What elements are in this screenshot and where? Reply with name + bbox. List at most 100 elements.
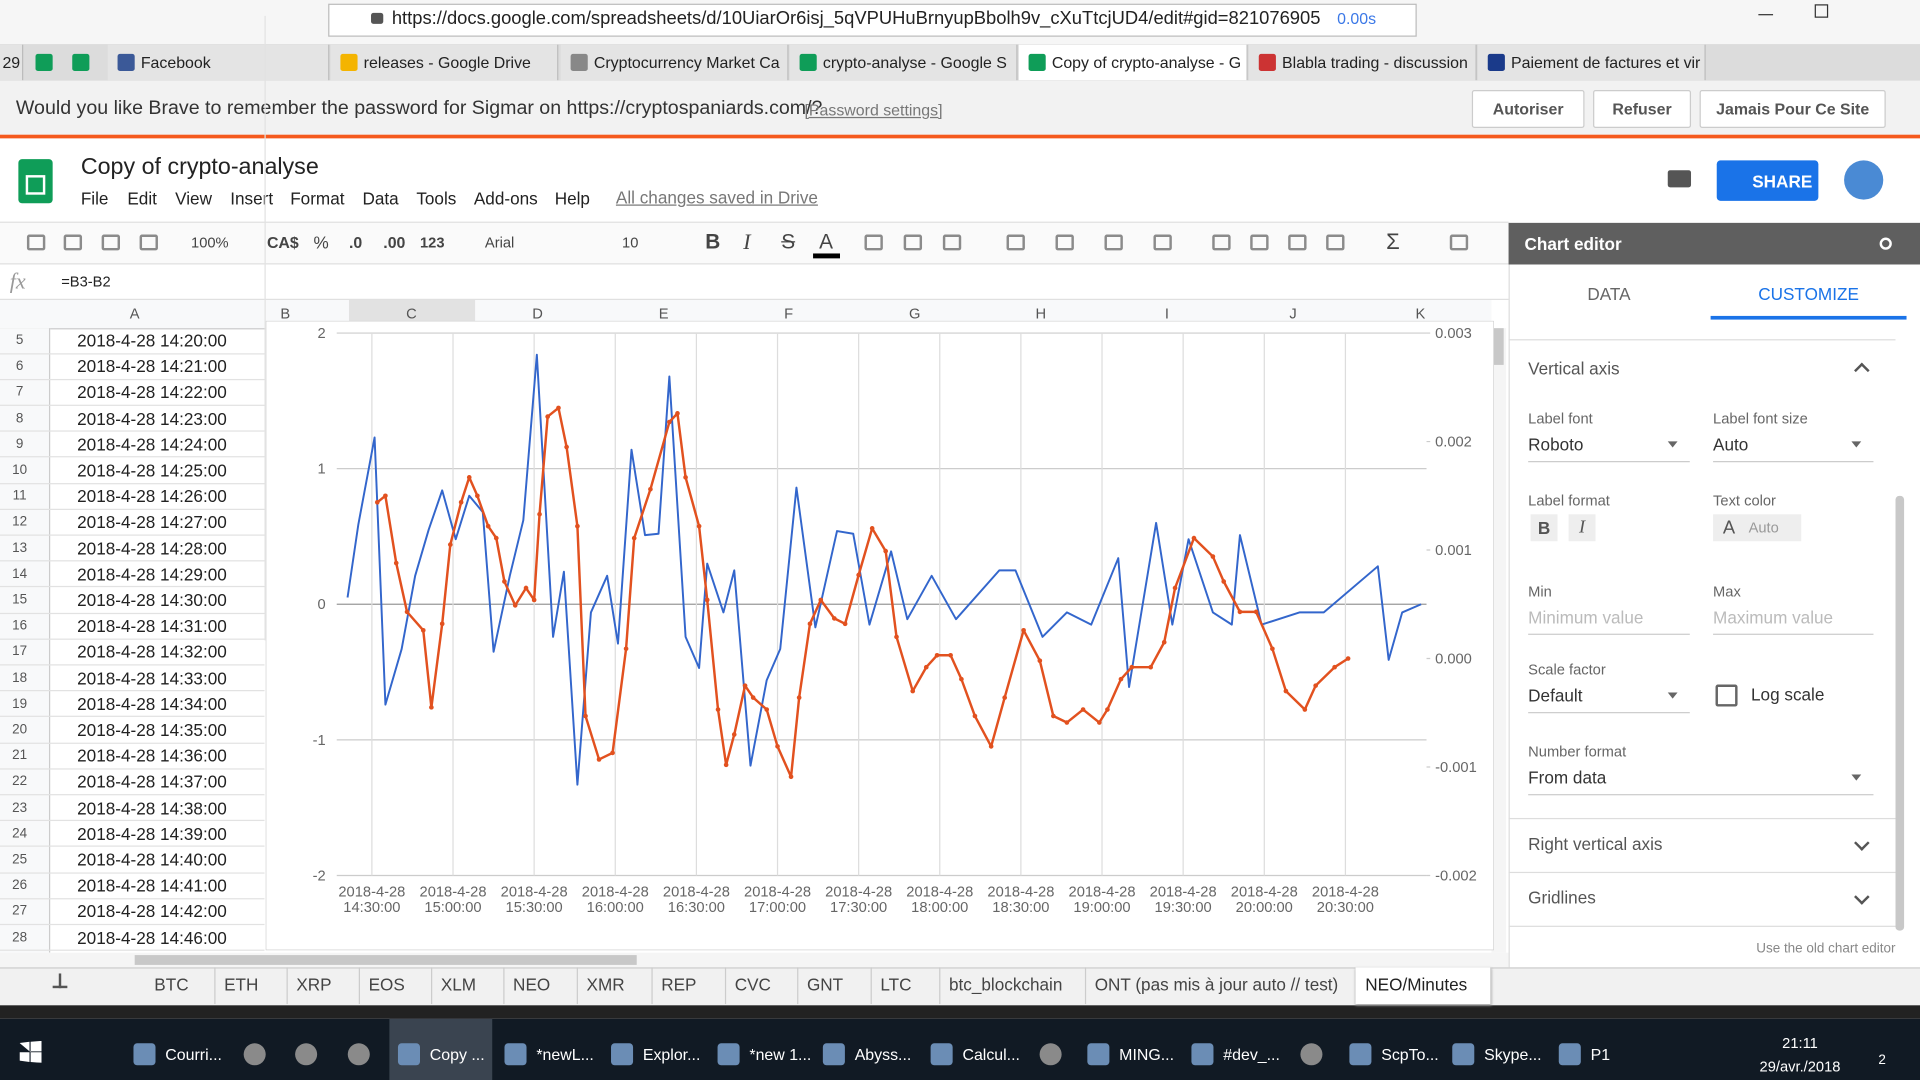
taskbar-icon[interactable] <box>717 1043 740 1066</box>
section-title[interactable]: Right vertical axis <box>1528 833 1663 854</box>
taskbar-icon[interactable] <box>1452 1043 1475 1066</box>
toolbar-icon[interactable] <box>1212 234 1231 251</box>
cell[interactable]: 2018-4-28 14:35:00 <box>77 720 227 740</box>
cell[interactable]: 2018-4-28 14:41:00 <box>77 875 227 896</box>
taskbar-icon[interactable] <box>504 1043 527 1066</box>
cell[interactable]: 2018-4-28 14:37:00 <box>77 771 227 792</box>
url-box[interactable] <box>328 3 1417 37</box>
row-number[interactable]: 23 <box>12 800 28 816</box>
taskbar-app[interactable]: Skype... <box>1484 1045 1542 1064</box>
sheet-tab-bg[interactable] <box>939 967 1087 1005</box>
sheet-tab-bg[interactable] <box>797 967 872 1005</box>
toolbar-strikethrough[interactable]: S <box>781 230 796 254</box>
row-number[interactable]: 17 <box>12 644 28 660</box>
column-header[interactable]: E <box>658 304 669 323</box>
row-number[interactable]: 8 <box>15 410 24 426</box>
cell[interactable]: 2018-4-28 14:40:00 <box>77 849 227 870</box>
tab-title[interactable]: crypto-analyse - Google S <box>822 53 1007 72</box>
row-number[interactable]: 6 <box>15 359 24 374</box>
column-header[interactable]: H <box>1035 304 1047 323</box>
tab-title[interactable]: releases - Google Drive <box>363 53 531 72</box>
row-number[interactable]: 18 <box>12 670 28 686</box>
toolbar-bold[interactable]: B <box>705 230 721 254</box>
add-sheet[interactable] <box>58 973 62 989</box>
menu-item[interactable]: Help <box>554 188 590 209</box>
field-placeholder[interactable]: Minimum value <box>1528 607 1644 627</box>
section-title[interactable]: Vertical axis <box>1528 358 1620 379</box>
sheet-tab[interactable]: ONT (pas mis à jour auto // test) <box>1094 974 1339 995</box>
row-number[interactable]: 11 <box>12 488 27 504</box>
cell[interactable]: 2018-4-28 14:34:00 <box>77 694 227 714</box>
cell[interactable]: 2018-4-28 14:42:00 <box>77 901 227 922</box>
password-button[interactable]: Autoriser <box>1471 90 1585 128</box>
menu-item[interactable]: Format <box>290 188 345 209</box>
dropdown-arrow[interactable] <box>1851 774 1862 781</box>
column-header[interactable]: J <box>1289 304 1297 323</box>
row-number[interactable]: 22 <box>12 774 28 790</box>
taskbar-app[interactable]: *newL... <box>536 1045 594 1064</box>
sheets-logo[interactable] <box>18 159 53 204</box>
sheet-tab[interactable]: REP <box>661 974 697 995</box>
tab-title[interactable]: Paiement de factures et vir <box>1511 53 1701 72</box>
taskbar-app[interactable]: Explor... <box>642 1045 701 1064</box>
cell[interactable]: 2018-4-28 14:36:00 <box>77 745 227 766</box>
taskbar-app[interactable]: Copy ... <box>429 1045 485 1064</box>
cell[interactable]: 2018-4-28 14:29:00 <box>77 564 227 584</box>
toolbar-icon[interactable] <box>1449 234 1469 251</box>
sheet-tab[interactable]: ETH <box>224 974 259 995</box>
toolbar-icon[interactable] <box>139 234 158 251</box>
sheet-tab[interactable]: XMR <box>586 974 625 995</box>
toolbar-icon[interactable] <box>864 234 883 251</box>
field-value[interactable]: Roboto <box>1528 434 1584 455</box>
cell[interactable]: 2018-4-28 14:39:00 <box>77 823 227 844</box>
toolbar-icon[interactable] <box>26 234 46 251</box>
tab-title[interactable]: Blabla trading - discussion <box>1282 53 1468 72</box>
row-number[interactable]: 7 <box>15 384 24 400</box>
row-number[interactable]: 9 <box>15 436 24 452</box>
cell[interactable]: 2018-4-28 14:25:00 <box>77 460 227 480</box>
column-header[interactable]: A <box>129 304 140 323</box>
taskbar-app[interactable]: MING... <box>1119 1045 1175 1064</box>
taskbar-icon[interactable] <box>295 1043 318 1066</box>
column-header[interactable]: K <box>1415 304 1426 323</box>
dropdown-arrow[interactable] <box>1667 692 1678 699</box>
row-number[interactable]: 14 <box>12 566 28 582</box>
notification-count[interactable]: 2 <box>1878 1053 1886 1068</box>
taskbar-icon[interactable] <box>1087 1043 1110 1066</box>
taskbar-icon[interactable] <box>347 1043 370 1066</box>
menu-item[interactable]: Data <box>362 188 399 209</box>
row-number[interactable]: 19 <box>12 696 28 712</box>
window-max[interactable] <box>1814 4 1829 18</box>
share-button[interactable] <box>1716 160 1819 201</box>
url[interactable]: https://docs.google.com/spreadsheets/d/1… <box>391 7 1321 29</box>
cell[interactable]: 2018-4-28 14:27:00 <box>77 512 227 532</box>
toolbar-icon[interactable] <box>1153 234 1172 251</box>
taskbar-icon[interactable] <box>1039 1043 1062 1066</box>
taskbar-app[interactable]: Abyss... <box>854 1045 912 1064</box>
dropdown-arrow[interactable] <box>1851 441 1862 448</box>
tab-title[interactable]: 29 <box>2 53 21 72</box>
taskbar-icon[interactable] <box>930 1043 953 1066</box>
close-editor[interactable] <box>1879 237 1892 250</box>
browser-tab[interactable] <box>1018 44 1248 81</box>
taskbar-icon[interactable] <box>1349 1043 1372 1066</box>
row-number[interactable]: 25 <box>12 852 28 867</box>
sheet-tab[interactable]: EOS <box>368 974 405 995</box>
sheet-tab-bg[interactable] <box>359 967 433 1005</box>
share-label[interactable]: SHARE <box>1752 171 1813 192</box>
cell[interactable]: 2018-4-28 14:38:00 <box>77 797 227 818</box>
password-button[interactable]: Refuser <box>1593 90 1692 128</box>
cell[interactable]: 2018-4-28 14:31:00 <box>77 616 227 636</box>
toolbar-icon[interactable] <box>1288 234 1307 251</box>
field-placeholder[interactable]: Maximum value <box>1713 607 1834 627</box>
sheet-tab-bg[interactable] <box>287 967 360 1005</box>
cell[interactable]: 2018-4-28 14:26:00 <box>77 486 227 506</box>
italic-toggle[interactable]: I <box>1568 514 1596 542</box>
sheet-tab[interactable]: btc_blockchain <box>948 974 1063 995</box>
row-number[interactable]: 21 <box>12 748 28 764</box>
browser-tab[interactable] <box>560 44 789 81</box>
dropdown-arrow[interactable] <box>1667 441 1678 448</box>
browser-tab[interactable] <box>0 44 24 81</box>
editor-tab[interactable]: CUSTOMIZE <box>1758 284 1859 304</box>
toolbar-icon[interactable] <box>1250 234 1269 251</box>
